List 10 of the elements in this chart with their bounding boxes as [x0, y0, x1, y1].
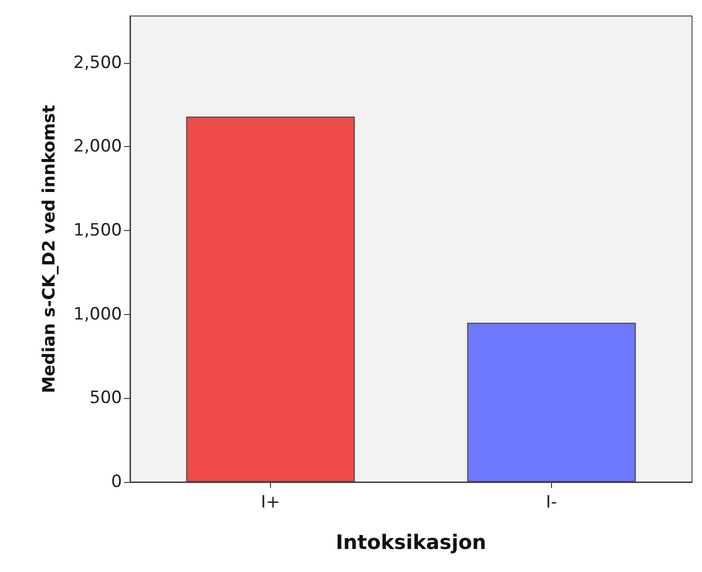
y-tick-label: 500: [90, 388, 122, 408]
y-tick-label: 0: [111, 472, 122, 492]
y-tick-label: 1,500: [73, 220, 122, 241]
x-tick-label: I-: [546, 492, 558, 512]
y-axis-title: Median s-CK_D2 ved innkomst: [40, 104, 60, 394]
x-tick-label: I+: [260, 492, 280, 512]
y-tick-label: 2,000: [73, 136, 122, 157]
y-tick-label: 2,500: [73, 52, 122, 73]
y-tick-label: 1,000: [73, 304, 122, 324]
x-axis-title: Intoksikasjon: [336, 530, 486, 554]
